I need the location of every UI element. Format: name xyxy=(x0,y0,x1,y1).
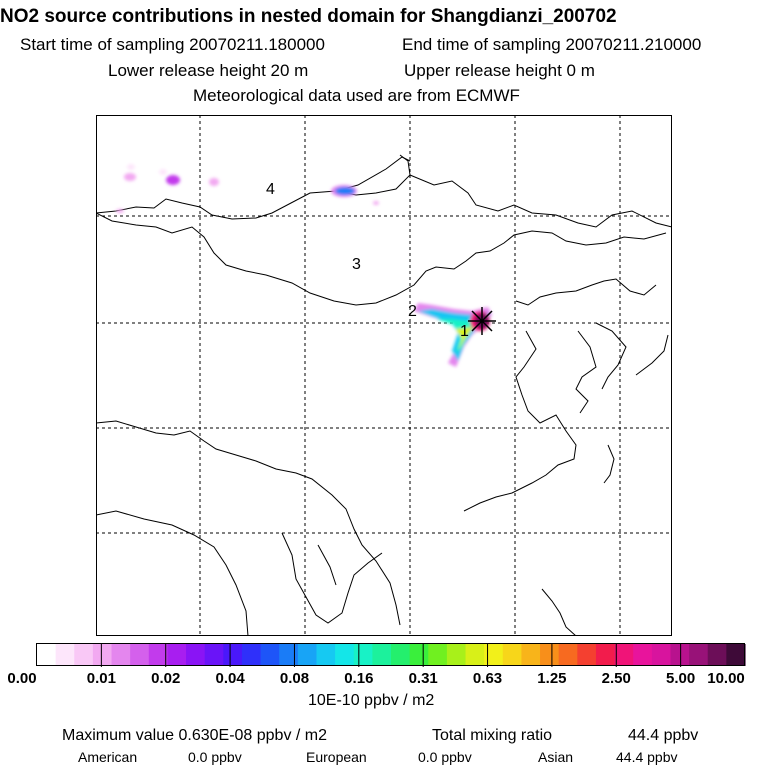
american-value: 0.0 ppbv xyxy=(188,749,242,765)
colorbar-cell xyxy=(707,644,727,666)
american-label: American xyxy=(78,749,138,765)
region-label-2: 2 xyxy=(408,303,417,320)
colorbar-cell xyxy=(260,644,280,666)
colorbar-cell xyxy=(409,644,429,666)
colorbar-tick-label: 0.16 xyxy=(344,670,374,687)
colorbar-cell xyxy=(428,644,448,666)
asian-value: 44.4 ppbv xyxy=(616,749,678,765)
colorbar-cell xyxy=(577,644,597,666)
met-data-label: Meteorological data used are from ECMWF xyxy=(193,86,520,105)
colorbar xyxy=(36,643,746,667)
colorbar-cell xyxy=(148,644,169,666)
colorbar-cell xyxy=(446,644,467,666)
colorbar-cell xyxy=(651,644,672,666)
colorbar-cell xyxy=(391,644,411,666)
colorbar-cell xyxy=(353,644,373,666)
colorbar-cell xyxy=(37,644,57,666)
colorbar-cell xyxy=(689,644,709,666)
total-mixing-label: Total mixing ratio xyxy=(432,727,553,744)
region-label-1: 1 xyxy=(460,323,469,340)
colorbar-cell xyxy=(92,644,113,666)
colorbar-tick-label: 0.01 xyxy=(86,670,116,687)
colorbar-cell xyxy=(186,644,206,666)
colorbar-cell xyxy=(223,644,243,666)
colorbar-cell xyxy=(540,644,560,666)
colorbar-cell xyxy=(595,644,616,666)
colorbar-cell xyxy=(111,644,131,666)
colorbar-tick-label: 0.04 xyxy=(215,670,245,687)
colorbar-cell xyxy=(204,644,224,666)
colorbar-cell xyxy=(74,644,94,666)
colorbar-unit-label: 10E-10 ppbv / m2 xyxy=(308,692,435,709)
colorbar-cell xyxy=(279,644,299,666)
colorbar-tick-label: 0.00 xyxy=(7,670,37,687)
colorbar-cell xyxy=(316,644,336,666)
colorbar-cell xyxy=(633,644,653,666)
colorbar-cell xyxy=(502,644,523,666)
start-time-label: Start time of sampling 20070211.180000 xyxy=(20,35,325,54)
max-value-label: Maximum value 0.630E-08 ppbv / m2 xyxy=(62,727,328,744)
colorbar-cell xyxy=(670,644,690,666)
colorbar-tick-label: 0.08 xyxy=(279,670,310,687)
colorbar-cell xyxy=(521,644,541,666)
graticule xyxy=(96,115,672,636)
colorbar-cell xyxy=(335,644,355,666)
colorbar-tick-label: 1.25 xyxy=(537,670,567,687)
colorbar-tick-label: 10.00 xyxy=(707,670,745,687)
map-frame xyxy=(96,115,672,636)
lower-release-label: Lower release height 20 m xyxy=(108,61,309,80)
colorbar-cell xyxy=(726,644,746,666)
colorbar-cell xyxy=(372,644,392,666)
colorbar-cell xyxy=(297,644,318,666)
colorbar-tick-label: 0.02 xyxy=(151,670,181,687)
map-panel: 1 2 3 4 xyxy=(96,115,672,636)
colorbar-cell xyxy=(130,644,150,666)
colorbar-tick-label: 0.31 xyxy=(408,670,438,687)
colorbar-tick-label: 0.63 xyxy=(472,670,503,687)
european-label: European xyxy=(306,749,367,765)
total-mixing-value: 44.4 ppbv xyxy=(628,727,699,744)
plot-title: NO2 source contributions in nested domai… xyxy=(0,6,617,27)
colorbar-tick-label: 5.00 xyxy=(666,670,696,687)
region-label-4: 4 xyxy=(266,181,275,198)
european-value: 0.0 ppbv xyxy=(418,749,472,765)
upper-release-label: Upper release height 0 m xyxy=(404,61,595,80)
colorbar-cell xyxy=(614,644,634,666)
end-time-label: End time of sampling 20070211.210000 xyxy=(402,35,702,54)
colorbar-frame xyxy=(36,643,745,666)
asian-label: Asian xyxy=(538,749,574,765)
colorbar-cell xyxy=(465,644,485,666)
colorbar-tick-label: 2.50 xyxy=(601,670,631,687)
colorbar-cell xyxy=(241,644,262,666)
colorbar-cell xyxy=(167,644,187,666)
colorbar-cell xyxy=(558,644,578,666)
colorbar-cell xyxy=(484,644,504,666)
source-location-marker xyxy=(468,307,496,335)
colorbar-cell xyxy=(55,644,75,666)
region-label-3: 3 xyxy=(352,256,361,273)
